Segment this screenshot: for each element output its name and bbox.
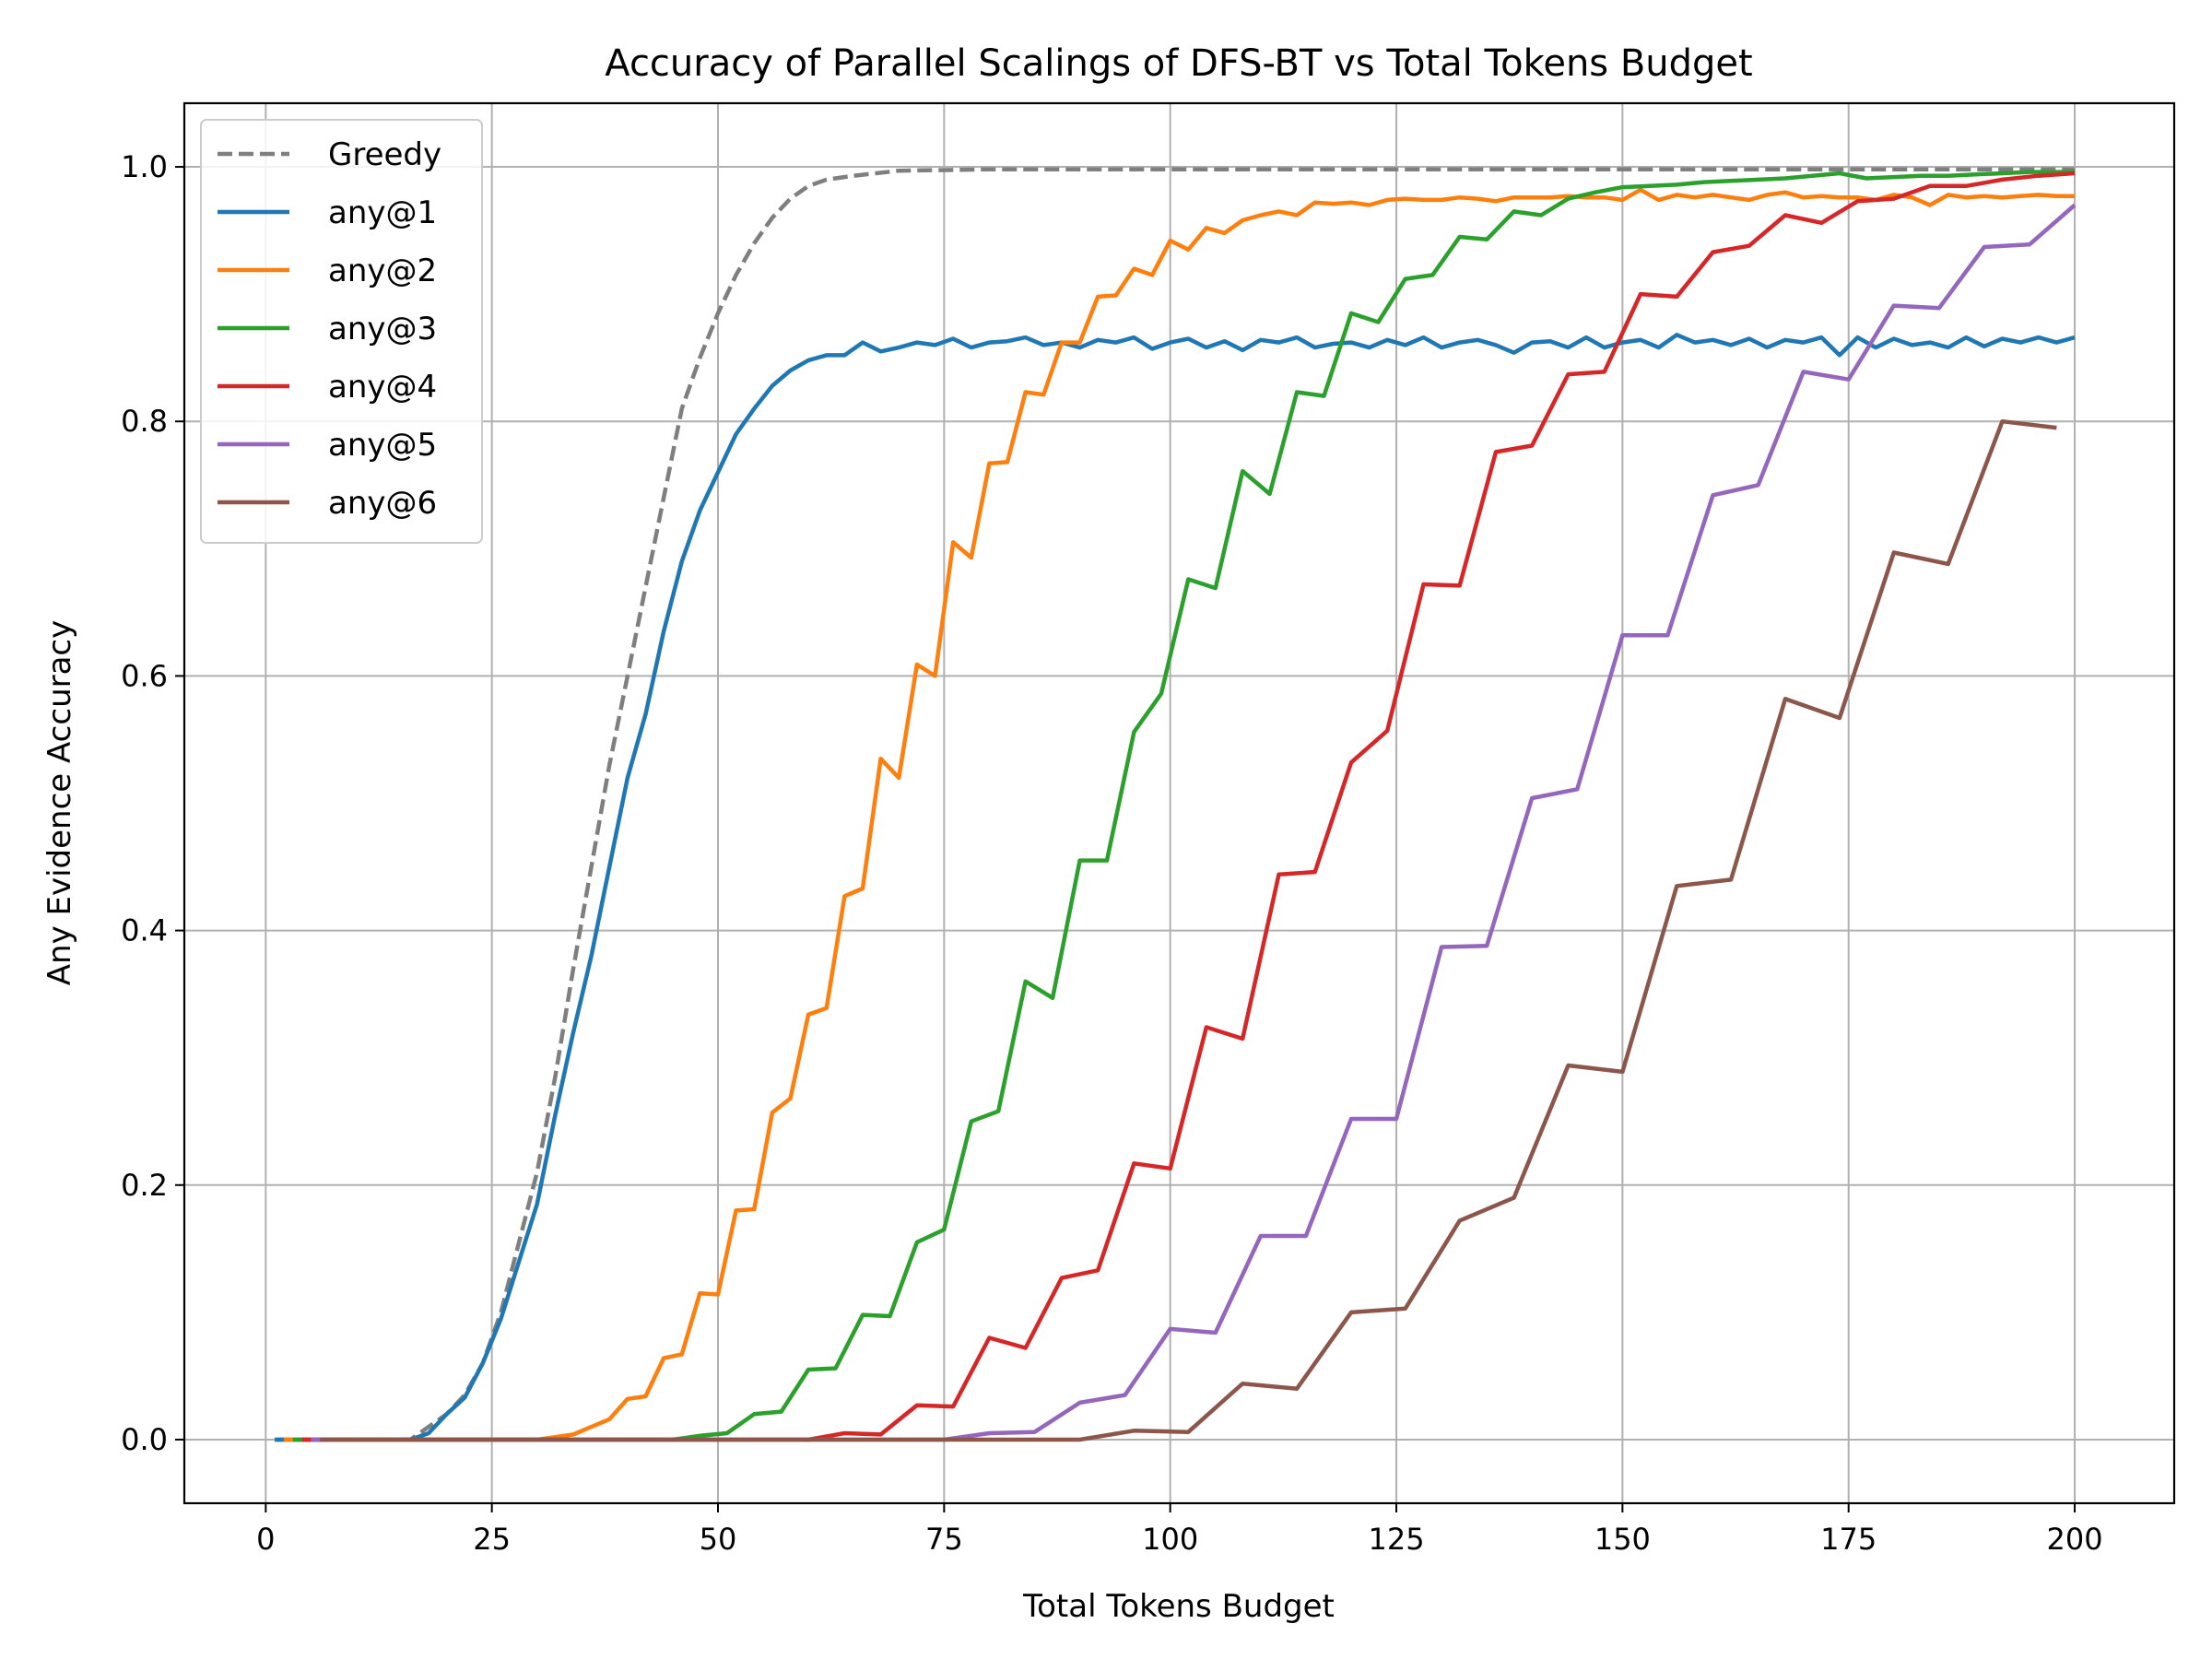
x-tick-label: 50 xyxy=(700,1522,737,1557)
legend-label: Greedy xyxy=(328,136,441,173)
y-tick-label: 0.0 xyxy=(121,1422,168,1457)
legend: Greedy any@1 any@2 any@3 any@4 any@5 any@6 xyxy=(200,119,483,544)
x-tick-label: 75 xyxy=(925,1522,963,1557)
series-line-any-at-6 xyxy=(320,418,2057,1442)
chart-title: Accuracy of Parallel Scalings of DFS-BT … xyxy=(605,42,1752,85)
y-tick-label: 0.4 xyxy=(121,913,168,948)
legend-label: any@6 xyxy=(328,485,437,522)
y-tick-label: 0.8 xyxy=(121,404,168,439)
legend-box xyxy=(200,119,483,544)
series-lines xyxy=(275,167,2077,1442)
x-tick-label: 0 xyxy=(256,1522,275,1557)
x-tick-label: 150 xyxy=(1594,1522,1651,1557)
x-tick-label: 25 xyxy=(473,1522,511,1557)
x-tick-label: 175 xyxy=(1820,1522,1877,1557)
grid-lines xyxy=(184,103,2174,1503)
series-line-any-at-5 xyxy=(311,203,2077,1442)
x-tick-label: 125 xyxy=(1368,1522,1424,1557)
y-tick-label: 1.0 xyxy=(121,149,168,184)
x-axis-label: Total Tokens Budget xyxy=(1022,1588,1335,1625)
series-line-any-at-3 xyxy=(292,170,2075,1442)
legend-label: any@5 xyxy=(328,427,437,464)
series-line-any-at-4 xyxy=(301,171,2076,1442)
plot-frame xyxy=(182,101,2176,1505)
x-tick-label: 200 xyxy=(2047,1522,2103,1557)
series-line-any-at-1 xyxy=(275,333,2076,1442)
y-tick-label: 0.2 xyxy=(121,1168,168,1203)
legend-label: any@4 xyxy=(328,369,437,406)
axis-ticks: 0 25 50 75 100 125 150 175 200 0.0 0.2 0.4 0.6 0.8 1.0 xyxy=(121,149,2102,1557)
y-axis-label: Any Evidence Accuracy xyxy=(41,620,78,985)
legend-label: any@2 xyxy=(328,253,437,289)
x-tick-label: 100 xyxy=(1142,1522,1198,1557)
y-tick-label: 0.6 xyxy=(121,658,168,693)
legend-label: any@3 xyxy=(328,311,437,347)
series-line-any-at-2 xyxy=(283,187,2075,1442)
legend-label: any@1 xyxy=(328,194,437,231)
